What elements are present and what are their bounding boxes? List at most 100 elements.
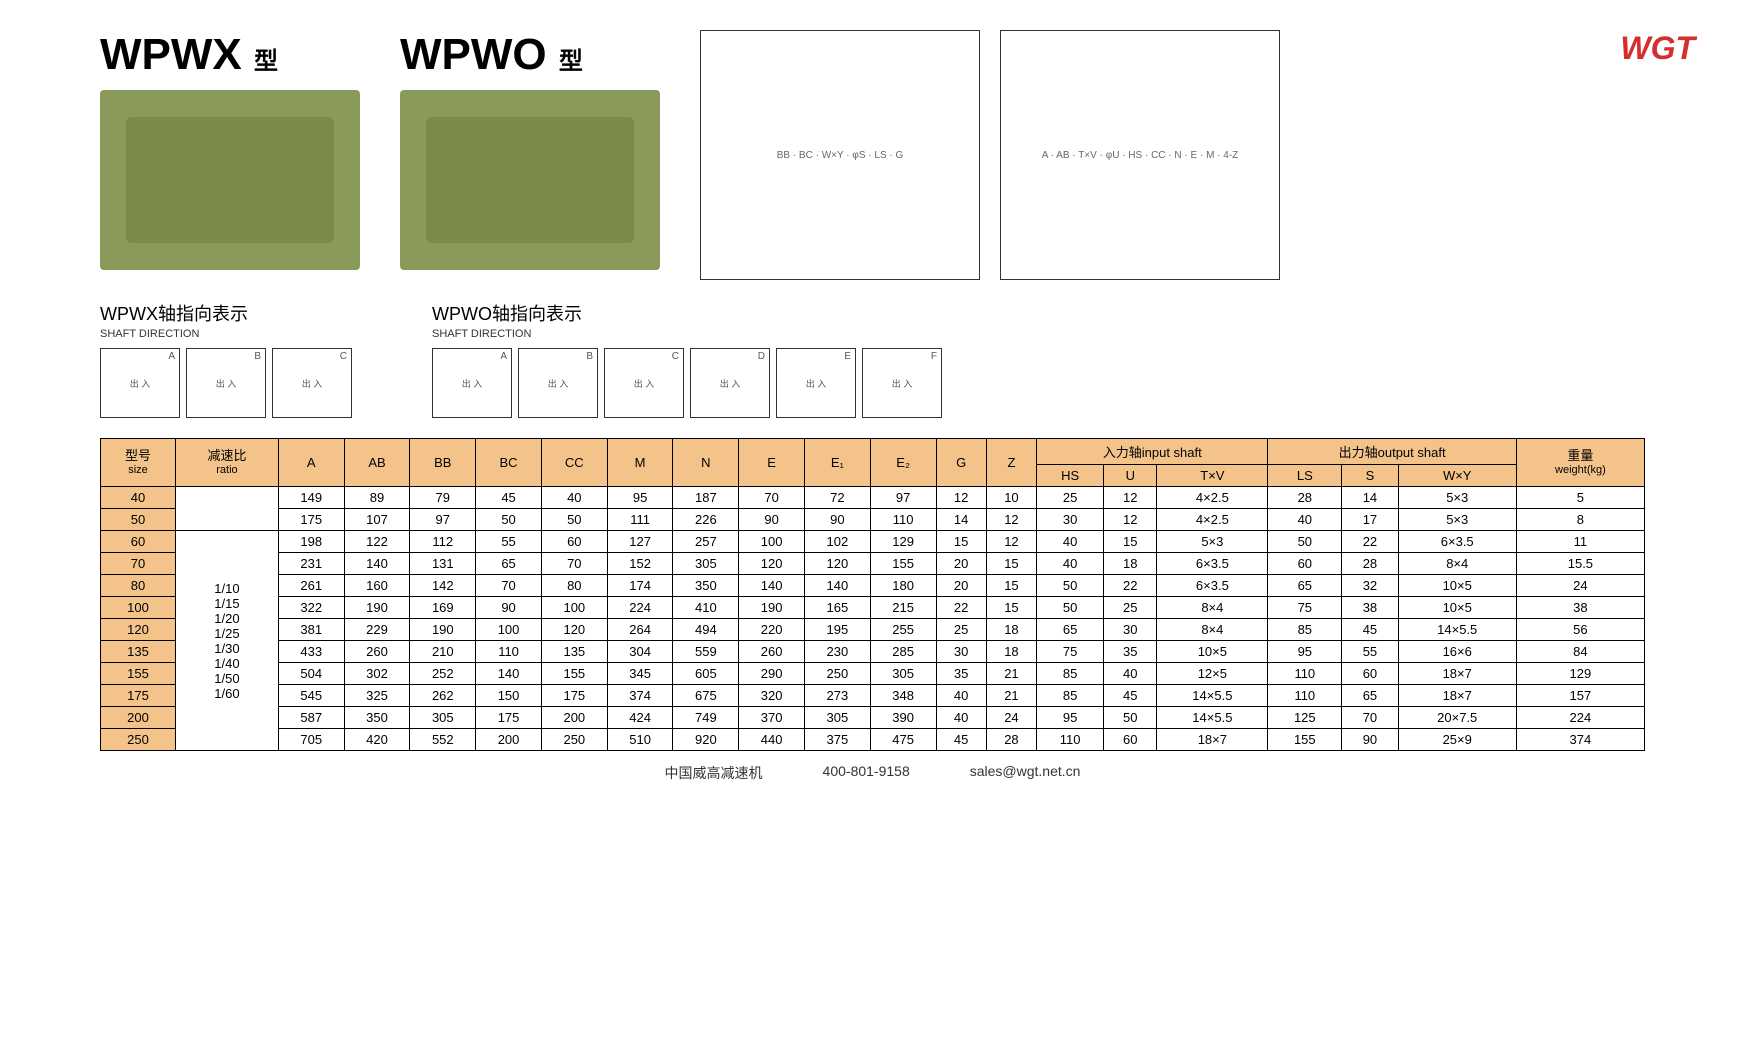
cell: 30 — [936, 641, 986, 663]
cell: 65 — [1342, 685, 1398, 707]
cell: 229 — [344, 619, 410, 641]
cell: 12 — [936, 487, 986, 509]
cell-ratio — [176, 487, 279, 531]
th-size: 型号size — [101, 439, 176, 487]
cell: 165 — [805, 597, 871, 619]
th-s: S — [1342, 465, 1398, 487]
cell: 40 — [1104, 663, 1157, 685]
shaft-box: E出 入 — [776, 348, 856, 418]
cell: 129 — [870, 531, 936, 553]
cell: 675 — [673, 685, 739, 707]
cell: 305 — [870, 663, 936, 685]
cell: 14 — [936, 509, 986, 531]
title-text: WPWO — [400, 30, 547, 79]
cell: 12 — [986, 531, 1036, 553]
cell: 18×7 — [1398, 685, 1516, 707]
cell: 60 — [541, 531, 607, 553]
cell: 97 — [410, 509, 476, 531]
shaft-group-wpwo: WPWO轴指向表示 SHAFT DIRECTION A出 入B出 入C出 入D出… — [432, 300, 942, 418]
cell: 40 — [936, 707, 986, 729]
cell-size: 40 — [101, 487, 176, 509]
footer-email: sales@wgt.net.cn — [970, 763, 1081, 783]
cell: 65 — [476, 553, 542, 575]
table-row: 401498979454095187707297121025124×2.5281… — [101, 487, 1645, 509]
th-a: A — [278, 439, 344, 487]
cell: 440 — [739, 729, 805, 751]
cell: 195 — [805, 619, 871, 641]
cell: 545 — [278, 685, 344, 707]
shaft-box: C出 入 — [604, 348, 684, 418]
th-input-shaft: 入力轴input shaft — [1037, 439, 1268, 465]
th-g: G — [936, 439, 986, 487]
cell: 187 — [673, 487, 739, 509]
shaft-subtitle: SHAFT DIRECTION — [100, 328, 352, 340]
cell: 20 — [936, 553, 986, 575]
cell: 25×9 — [1398, 729, 1516, 751]
cell: 20 — [936, 575, 986, 597]
cell: 50 — [541, 509, 607, 531]
cell: 50 — [1037, 575, 1104, 597]
cell-size: 80 — [101, 575, 176, 597]
cell: 45 — [476, 487, 542, 509]
th-u: U — [1104, 465, 1157, 487]
cell: 50 — [1104, 707, 1157, 729]
cell: 40 — [1268, 509, 1342, 531]
cell: 75 — [1037, 641, 1104, 663]
cell: 14×5.5 — [1398, 619, 1516, 641]
cell: 110 — [1268, 663, 1342, 685]
top-section: WPWX 型 WPWO 型 BB · BC · W×Y · φS · LS · … — [100, 30, 1645, 280]
cell: 155 — [541, 663, 607, 685]
cell: 200 — [541, 707, 607, 729]
cell: 127 — [607, 531, 673, 553]
cell: 60 — [1104, 729, 1157, 751]
th-m: M — [607, 439, 673, 487]
cell: 325 — [344, 685, 410, 707]
shaft-box: A出 入 — [100, 348, 180, 418]
cell: 504 — [278, 663, 344, 685]
cell: 15 — [986, 575, 1036, 597]
cell-size: 200 — [101, 707, 176, 729]
cell: 30 — [1104, 619, 1157, 641]
cell: 135 — [541, 641, 607, 663]
table-row: 702311401316570152305120120155201540186×… — [101, 553, 1645, 575]
cell: 18 — [1104, 553, 1157, 575]
table-row: 1003221901699010022441019016521522155025… — [101, 597, 1645, 619]
cell: 65 — [1037, 619, 1104, 641]
shaft-title: WPWX轴指向表示 — [100, 300, 352, 326]
table-row: 1203812291901001202644942201952552518653… — [101, 619, 1645, 641]
footer-company: 中国威高减速机 — [665, 763, 763, 783]
cell: 80 — [541, 575, 607, 597]
cell: 72 — [805, 487, 871, 509]
cell: 18×7 — [1398, 663, 1516, 685]
cell: 112 — [410, 531, 476, 553]
table-row: 2507054205522002505109204403754754528110… — [101, 729, 1645, 751]
cell: 140 — [344, 553, 410, 575]
cell: 226 — [673, 509, 739, 531]
cell: 50 — [476, 509, 542, 531]
cell: 110 — [1268, 685, 1342, 707]
shaft-box: F出 入 — [862, 348, 942, 418]
cell: 90 — [476, 597, 542, 619]
cell: 433 — [278, 641, 344, 663]
cell: 155 — [1268, 729, 1342, 751]
th-e2: E₂ — [870, 439, 936, 487]
cell: 224 — [607, 597, 673, 619]
cell: 129 — [1516, 663, 1644, 685]
cell: 22 — [1104, 575, 1157, 597]
cell: 12 — [1104, 487, 1157, 509]
cell: 262 — [410, 685, 476, 707]
cell: 15.5 — [1516, 553, 1644, 575]
tech-view-side: BB · BC · W×Y · φS · LS · G — [700, 30, 980, 280]
cell: 70 — [476, 575, 542, 597]
cell: 152 — [607, 553, 673, 575]
cell: 14×5.5 — [1157, 685, 1268, 707]
cell: 40 — [1037, 553, 1104, 575]
cell: 11 — [1516, 531, 1644, 553]
cell: 320 — [739, 685, 805, 707]
cell: 345 — [607, 663, 673, 685]
cell: 10 — [986, 487, 1036, 509]
cell: 350 — [673, 575, 739, 597]
cell: 65 — [1268, 575, 1342, 597]
cell: 20×7.5 — [1398, 707, 1516, 729]
th-cc: CC — [541, 439, 607, 487]
